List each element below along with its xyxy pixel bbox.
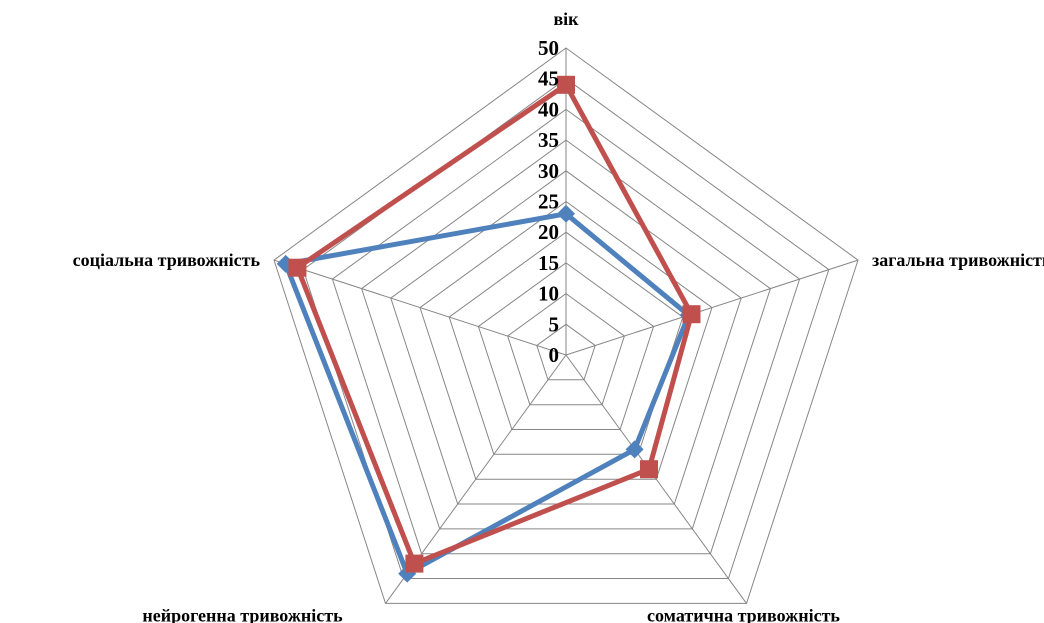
series-1-point-0 <box>557 75 575 94</box>
grid-layer <box>273 47 859 604</box>
series-1-point-3 <box>405 554 424 573</box>
grid-ring-50 <box>273 47 859 604</box>
series-1-point-1 <box>682 305 701 324</box>
series-0-point-0 <box>557 204 575 223</box>
category-label-vik: вік <box>553 9 579 29</box>
series-0-line <box>283 211 692 577</box>
grid-ring-5 <box>536 323 596 381</box>
tick-label-15: 15 <box>538 251 559 275</box>
category-label-social-anxiety: соціальна тривожність <box>73 250 261 270</box>
tick-label-45: 45 <box>538 67 559 91</box>
series-layer <box>276 75 701 583</box>
category-label-general-anxiety: загальна тривожність <box>872 250 1044 270</box>
tick-label-50: 50 <box>538 36 559 60</box>
grid-ring-45 <box>302 78 830 579</box>
tick-label-0: 0 <box>549 343 560 367</box>
tick-label-20: 20 <box>538 220 559 244</box>
series-1-point-2 <box>640 460 658 479</box>
grid-ring-15 <box>477 262 655 430</box>
tick-label-layer: 0 5 10 15 20 25 30 35 40 45 50 <box>538 36 559 367</box>
grid-ring-20 <box>448 231 684 455</box>
grid-spoke-2 <box>565 354 747 604</box>
tick-label-30: 30 <box>538 159 559 183</box>
category-label-somatic-anxiety: соматична тривожність <box>647 605 840 623</box>
grid-ring-35 <box>361 139 771 530</box>
grid-ring-10 <box>507 292 625 406</box>
tick-label-5: 5 <box>549 312 560 336</box>
grid-spoke-4 <box>273 259 567 356</box>
grid-ring-25 <box>419 200 713 480</box>
tick-label-25: 25 <box>538 190 559 214</box>
tick-label-10: 10 <box>538 282 559 306</box>
tick-label-35: 35 <box>538 128 559 152</box>
series-1-line <box>294 82 694 567</box>
series-0-point-2 <box>625 440 644 459</box>
category-label-neurogenic-anxiety: нейрогенна тривожність <box>142 605 343 623</box>
category-label-layer: вік загальна тривожність соматична триво… <box>73 9 1044 623</box>
tick-label-40: 40 <box>538 97 559 121</box>
grid-spoke-1 <box>565 259 859 356</box>
series-1-point-4 <box>288 258 307 277</box>
